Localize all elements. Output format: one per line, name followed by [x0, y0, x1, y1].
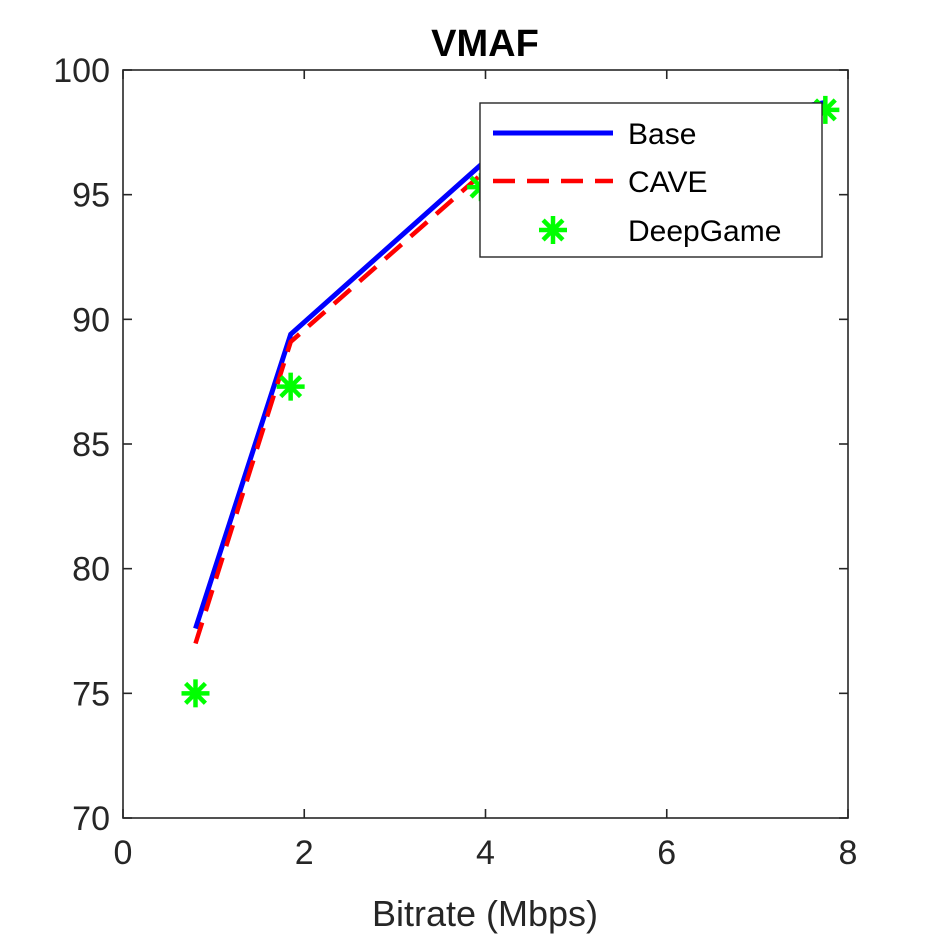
y-tick-label: 100 [53, 52, 110, 90]
axis-ticks [122, 69, 849, 819]
legend: Base CAVE DeepGame [479, 102, 823, 258]
y-tick-labels: 70 75 80 85 90 95 100 [53, 52, 110, 838]
y-tick-label: 85 [72, 426, 110, 464]
deepgame-marker [276, 372, 305, 401]
y-tick-label: 70 [72, 800, 110, 838]
y-tick-label: 80 [72, 551, 110, 589]
x-tick-label: 2 [295, 834, 314, 872]
y-tick-label: 90 [72, 301, 110, 339]
deepgame-marker [181, 679, 210, 708]
legend-items: Base CAVE DeepGame [493, 118, 781, 248]
chart-title: VMAF [431, 23, 539, 65]
y-tick-label: 75 [72, 675, 110, 713]
x-tick-labels: 0 2 4 6 8 [114, 834, 858, 872]
cave-line [193, 105, 826, 645]
legend-label: DeepGame [628, 215, 781, 248]
x-tick-label: 8 [839, 834, 858, 872]
x-tick-label: 6 [657, 834, 676, 872]
legend-marker-deepgame [539, 216, 567, 244]
x-axis-title: Bitrate (Mbps) [372, 893, 598, 934]
x-tick-label: 4 [476, 834, 495, 872]
y-tick-label: 95 [72, 177, 110, 215]
x-tick-label: 0 [114, 834, 133, 872]
legend-label: CAVE [628, 166, 707, 199]
legend-label: Base [628, 118, 696, 151]
